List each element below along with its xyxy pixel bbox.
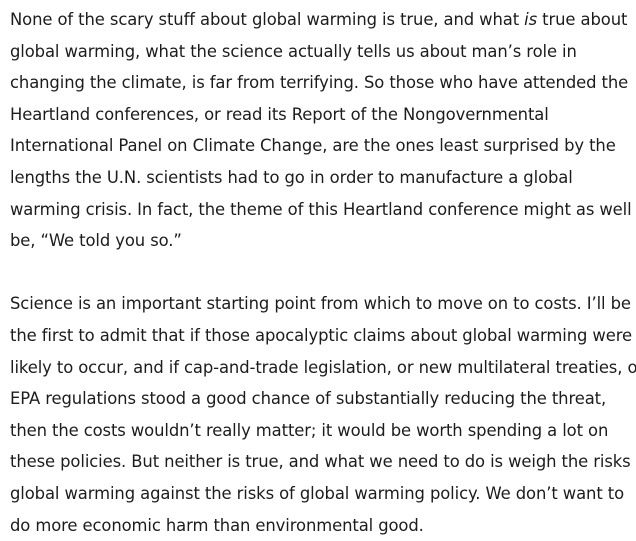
emphasized-text: is: [524, 10, 537, 29]
text-line: global warming, what the science actuall…: [10, 36, 632, 68]
text-line: these policies. But neither is true, and…: [10, 446, 632, 478]
text-line: likely to occur, and if cap-and-trade le…: [10, 352, 632, 384]
text-segment: true about: [537, 10, 627, 29]
text-line: global warming against the risks of glob…: [10, 478, 632, 510]
text-line: be, “We told you so.”: [10, 225, 632, 257]
paragraph-1: None of the scary stuff about global war…: [10, 4, 632, 257]
text-line: Heartland conferences, or read its Repor…: [10, 99, 632, 131]
text-line: the first to admit that if those apocaly…: [10, 320, 632, 352]
paragraph-2: Science is an important starting point f…: [10, 288, 632, 541]
text-line: warming crisis. In fact, the theme of th…: [10, 194, 632, 226]
text-segment: None of the scary stuff about global war…: [10, 10, 524, 29]
text-line: lengths the U.N. scientists had to go in…: [10, 162, 632, 194]
text-line: EPA regulations stood a good chance of s…: [10, 383, 632, 415]
text-line: then the costs wouldn’t really matter; i…: [10, 415, 632, 447]
text-line: International Panel on Climate Change, a…: [10, 130, 632, 162]
text-line: do more economic harm than environmental…: [10, 510, 632, 541]
text-line: changing the climate, is far from terrif…: [10, 67, 632, 99]
text-line: Science is an important starting point f…: [10, 288, 632, 320]
text-line: None of the scary stuff about global war…: [10, 4, 632, 36]
article-body: None of the scary stuff about global war…: [10, 4, 632, 541]
